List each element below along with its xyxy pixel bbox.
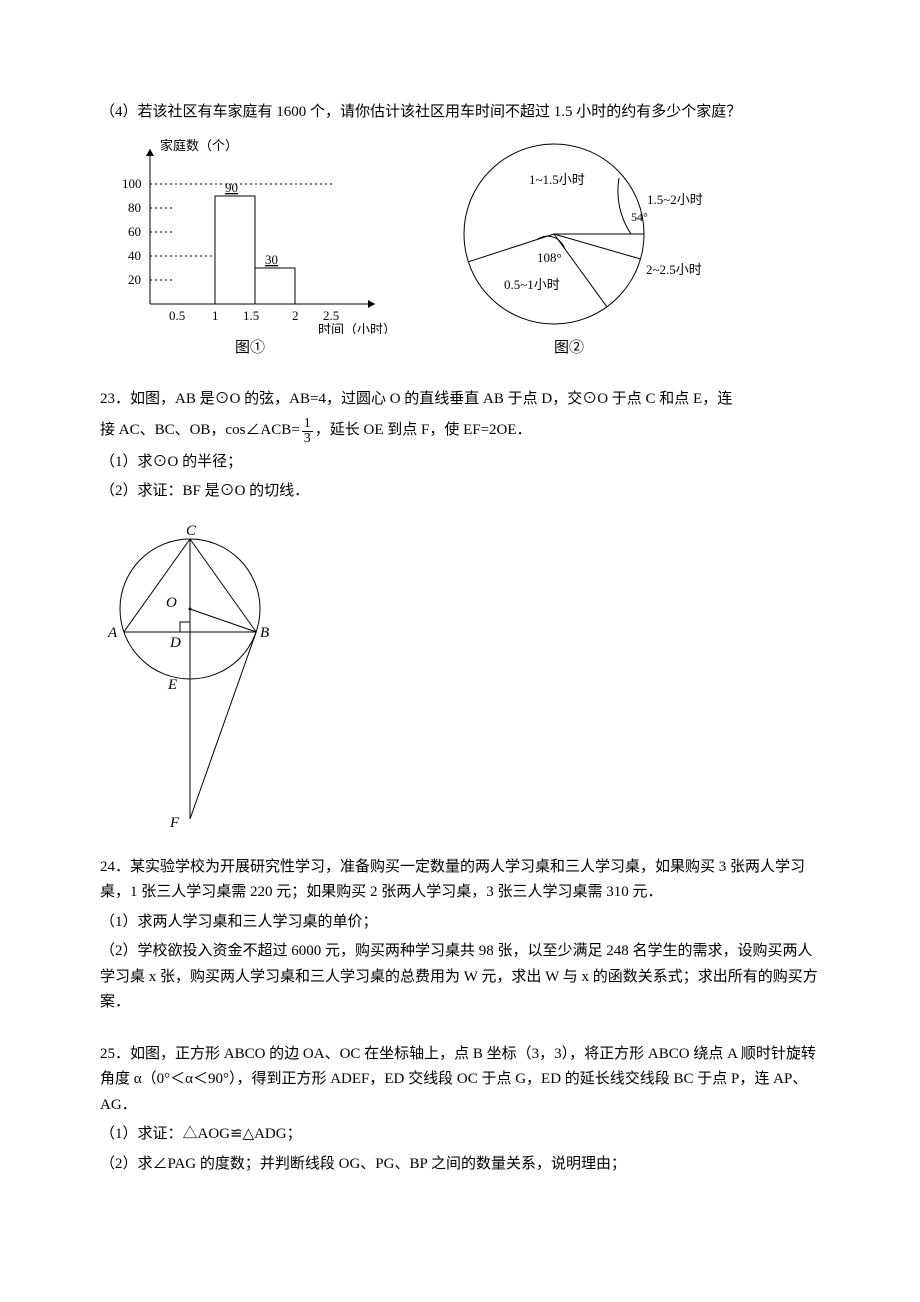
svg-text:D: D <box>169 635 181 651</box>
hist-bar-90 <box>215 196 255 304</box>
frac-num: 1 <box>302 417 313 432</box>
ytick-20: 20 <box>128 272 141 287</box>
q23-stem-post: ，延长 OE 到点 F，使 EF=2OE． <box>315 418 532 444</box>
hist-ylabel: 家庭数（个） <box>160 138 238 153</box>
pie-label: 0.5~1小时 <box>504 277 560 292</box>
xtick: 0.5 <box>169 308 185 323</box>
svg-text:C: C <box>186 523 197 539</box>
q23-figure: C O A B D E F <box>100 509 300 829</box>
q25-part2: （2）求∠PAG 的度数；并判断线段 OG、PG、BP 之间的数量关系，说明理由… <box>100 1152 820 1178</box>
xtick: 1 <box>212 308 219 323</box>
svg-text:A: A <box>107 625 118 641</box>
q23-part2: （2）求证：BF 是⊙O 的切线． <box>100 479 820 505</box>
q24-part2: （2）学校欲投入资金不超过 6000 元，购买两种学习桌共 98 张，以至少满足… <box>100 939 820 1016</box>
pie-label: 1~1.5小时 <box>529 172 585 187</box>
q22-pie-caption: 图② <box>424 336 714 362</box>
svg-text:E: E <box>167 677 177 693</box>
ytick-100: 100 <box>122 176 142 191</box>
ytick-40: 40 <box>128 248 141 263</box>
ytick-60: 60 <box>128 224 141 239</box>
svg-text:B: B <box>260 625 269 641</box>
svg-text:F: F <box>169 815 180 829</box>
pie-label: 1.5~2小时 <box>647 192 703 207</box>
q22-part4: （4）若该社区有车家庭有 1600 个，请你估计该社区用车时间不超过 1.5 小… <box>100 100 820 126</box>
q22-pie: 108° 54° 1~1.5小时 0.5~1小时 1.5~2小时 2~2.5小时 <box>424 134 714 334</box>
q24-part1: （1）求两人学习桌和三人学习桌的单价； <box>100 910 820 936</box>
xtick: 1.5 <box>243 308 259 323</box>
q22-figures: 20 40 60 80 100 0.5 1 1.5 2 2.5 90 30 家庭… <box>100 134 820 334</box>
hist-bar-label: 30 <box>265 252 278 267</box>
q24-stem: 24．某实验学校为开展研究性学习，准备购买一定数量的两人学习桌和三人学习桌，如果… <box>100 855 820 906</box>
hist-bar-label: 90 <box>225 180 238 195</box>
xtick: 2 <box>292 308 299 323</box>
svg-text:O: O <box>166 595 177 611</box>
pie-54-label: 54° <box>631 210 648 224</box>
hist-xlabel: 时间（小时） <box>318 322 396 334</box>
frac-den: 3 <box>302 432 313 446</box>
ytick-80: 80 <box>128 200 141 215</box>
fraction-1-3: 1 3 <box>302 417 313 446</box>
q23-part1: （1）求⊙O 的半径； <box>100 450 820 476</box>
q22-hist-caption: 图① <box>100 336 400 362</box>
xtick: 2.5 <box>323 308 339 323</box>
pie-label: 2~2.5小时 <box>646 262 702 277</box>
q23-stem-pre: 接 AC、BC、OB，cos∠ACB= <box>100 418 300 444</box>
q23-stem-line1: 23．如图，AB 是⊙O 的弦，AB=4，过圆心 O 的直线垂直 AB 于点 D… <box>100 387 820 413</box>
q25-stem: 25．如图，正方形 ABCO 的边 OA、OC 在坐标轴上，点 B 坐标（3，3… <box>100 1042 820 1119</box>
pie-center-angle: 108° <box>537 250 562 265</box>
hist-bar-30 <box>255 268 295 304</box>
q22-histogram: 20 40 60 80 100 0.5 1 1.5 2 2.5 90 30 家庭… <box>100 134 400 334</box>
q25-part1: （1）求证：△AOG≌△ADG； <box>100 1122 820 1148</box>
q23-stem-line2: 接 AC、BC、OB，cos∠ACB= 1 3 ，延长 OE 到点 F，使 EF… <box>100 417 820 446</box>
